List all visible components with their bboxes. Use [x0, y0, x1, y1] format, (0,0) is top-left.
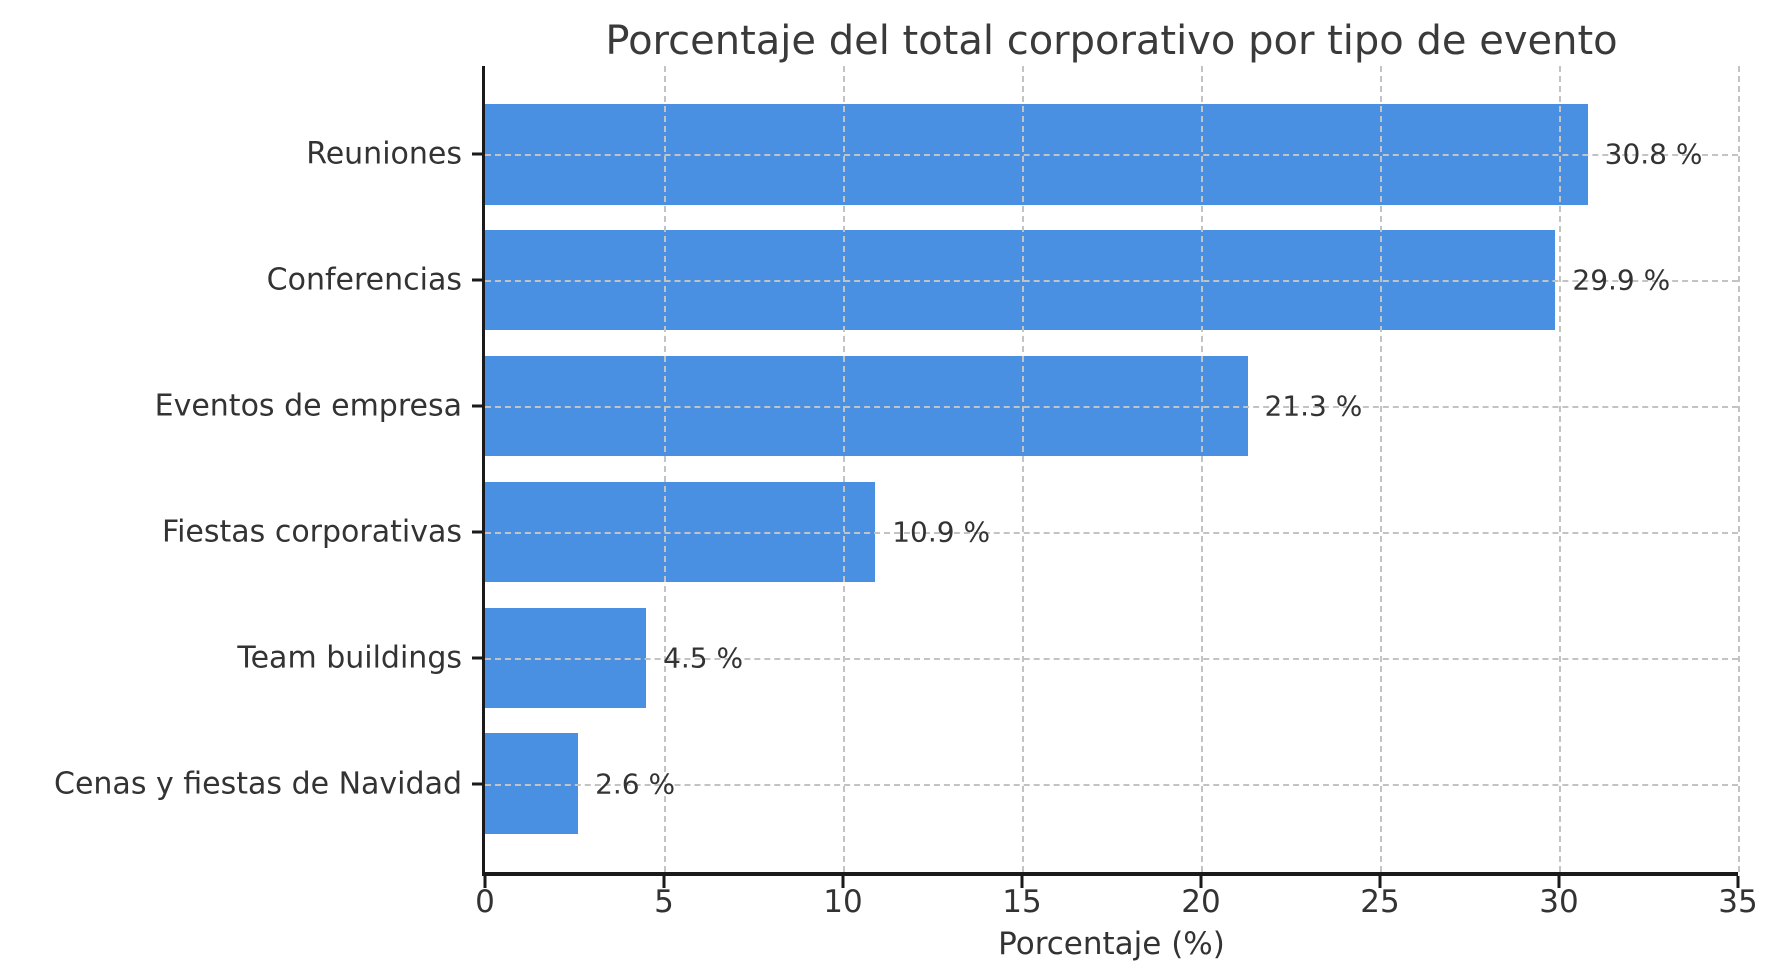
- y-tick-mark: [472, 278, 482, 282]
- x-tick-label: 35: [1718, 884, 1758, 920]
- bar-value-label: 29.9 %: [1572, 263, 1671, 297]
- bar-value-label: 10.9 %: [892, 515, 991, 549]
- x-tick-mark: [662, 876, 666, 888]
- x-tick-mark: [1020, 876, 1024, 888]
- bar-value-label: 21.3 %: [1264, 389, 1363, 423]
- gridline-vertical: [664, 66, 666, 872]
- x-axis-spine: [482, 872, 1738, 876]
- bar-value-label: 4.5 %: [663, 641, 744, 675]
- gridline-horizontal: [485, 406, 1738, 409]
- gridline-horizontal: [485, 531, 1738, 534]
- y-tick-mark: [472, 404, 482, 408]
- y-tick-mark: [472, 530, 482, 534]
- gridline-vertical: [1022, 66, 1024, 872]
- x-tick-label: 25: [1360, 884, 1400, 920]
- x-tick-mark: [1557, 876, 1561, 888]
- x-tick-mark: [841, 876, 845, 888]
- y-tick-mark: [472, 152, 482, 156]
- chart-title: Porcentaje del total corporativo por tip…: [605, 18, 1618, 64]
- x-tick-label: 0: [475, 884, 495, 920]
- bar-value-label: 2.6 %: [595, 767, 676, 801]
- category-label: Cenas y fiestas de Navidad: [54, 766, 462, 802]
- x-tick-label: 5: [654, 884, 674, 920]
- x-tick-label: 15: [1002, 884, 1042, 920]
- x-axis-title: Porcentaje (%): [998, 926, 1225, 962]
- x-tick-mark: [1736, 876, 1740, 888]
- x-tick-label: 20: [1181, 884, 1221, 920]
- category-label: Eventos de empresa: [154, 388, 462, 424]
- gridline-horizontal: [485, 783, 1738, 786]
- bar-value-label: 30.8 %: [1604, 137, 1703, 171]
- gridline-vertical: [1738, 66, 1740, 872]
- category-label: Team buildings: [237, 640, 462, 676]
- gridline-horizontal: [485, 280, 1738, 283]
- x-tick-mark: [483, 876, 487, 888]
- gridline-vertical: [843, 66, 845, 872]
- x-tick-label: 30: [1539, 884, 1579, 920]
- gridline-horizontal: [485, 657, 1738, 660]
- gridline-horizontal: [485, 154, 1738, 157]
- category-label: Reuniones: [306, 136, 462, 172]
- gridline-vertical: [1201, 66, 1203, 872]
- y-axis-category-labels: Reuniones Conferencias Eventos de empresa F…: [0, 66, 462, 872]
- plot-area: 30.8 % 29.9 % 21.3 % 10.9 % 4.5 % 2.6 %: [472, 66, 1740, 888]
- y-axis-spine: [482, 66, 485, 876]
- x-tick-mark: [1199, 876, 1203, 888]
- x-tick-mark: [1378, 876, 1382, 888]
- y-tick-mark: [472, 782, 482, 786]
- category-label: Fiestas corporativas: [162, 514, 462, 550]
- y-tick-mark: [472, 656, 482, 660]
- category-label: Conferencias: [266, 262, 462, 298]
- x-tick-label: 10: [823, 884, 863, 920]
- gridline-vertical: [1559, 66, 1561, 872]
- gridline-vertical: [1380, 66, 1382, 872]
